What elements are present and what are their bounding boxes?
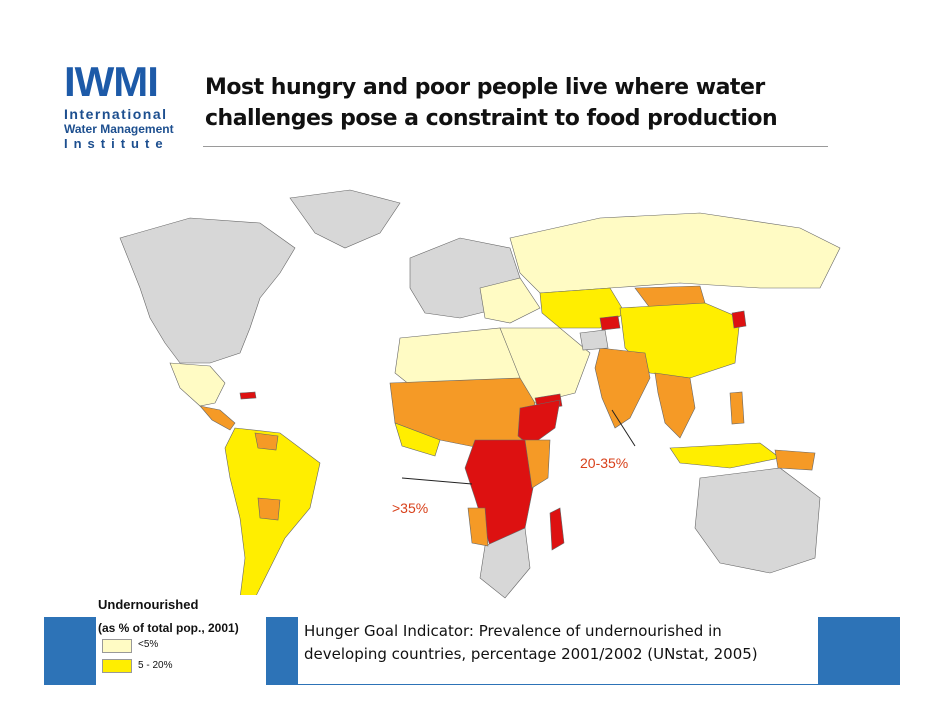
map-mexico [169,362,226,407]
legend-label-5-20: 5 - 20% [138,660,173,671]
caption-line-2: developing countries, percentage 2001/20… [304,645,758,663]
iwmi-logo: IWMI International Water Management Inst… [58,58,184,152]
map-caribbean [239,391,257,400]
legend-subtitle: (as % of total pop., 2001) [98,621,239,635]
map-afghanistan [579,329,609,351]
map-madagascar [549,507,565,551]
map-north-america [119,217,296,364]
map-west-africa [394,422,441,457]
map-central-america [199,405,236,431]
map-namibia [467,507,489,547]
title-divider [203,146,828,147]
map-eastern-europe [479,277,541,324]
legend-swatch-5-20 [102,659,132,673]
map-greenland [289,189,401,249]
map-horn-of-africa [517,399,561,447]
logo-line-1: International [64,106,168,122]
logo-line-2: Water Management [64,122,174,136]
logo-acronym: IWMI [64,58,159,105]
map-caption: Hunger Goal Indicator: Prevalence of und… [298,616,818,684]
map-southern-africa [479,527,531,599]
map-east-africa [524,439,551,489]
map-southeast-asia [654,372,696,439]
map-india [594,347,651,429]
map-australia [694,467,821,574]
arrow-20-35 [611,409,636,447]
world-hunger-map [119,189,841,609]
legend-label-lt5: <5% [138,639,159,650]
map-legend: Undernourished (as % of total pop., 2001… [96,595,266,685]
map-papua [774,449,816,471]
map-north-korea [731,310,747,329]
map-venezuela [254,432,279,451]
map-indonesia [669,442,781,469]
map-russia [509,212,841,294]
map-label-gt35: >35% [392,500,429,516]
arrow-gt35 [401,477,473,485]
map-label-20-35: 20-35% [580,455,629,471]
caption-line-1: Hunger Goal Indicator: Prevalence of und… [304,622,722,640]
logo-line-3: Institute [64,136,169,151]
map-tajikistan [599,315,621,331]
legend-title: Undernourished [98,597,199,612]
map-bolivia [257,497,281,521]
legend-swatch-lt5 [102,639,132,653]
slide-title: Most hungry and poor people live where w… [205,75,778,131]
map-philippines [729,391,745,425]
